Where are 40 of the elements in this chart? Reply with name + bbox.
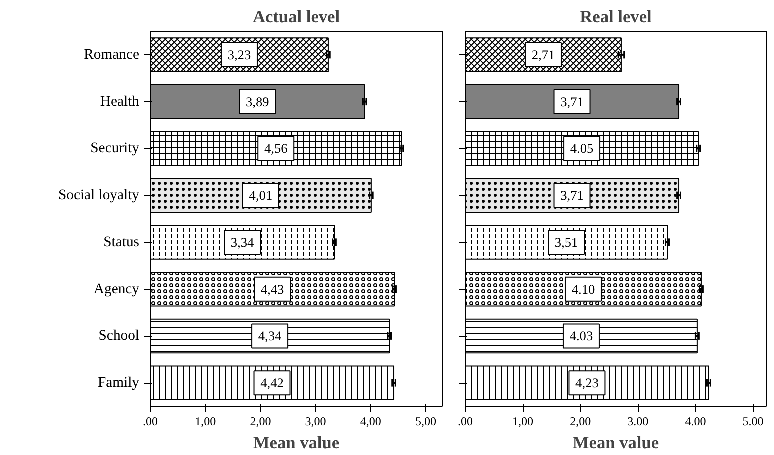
data-label: 3,51 bbox=[554, 234, 578, 250]
x-axis-title: Mean value bbox=[572, 434, 660, 452]
y-tick-label: Agency bbox=[94, 281, 140, 298]
data-label: 4,23 bbox=[576, 376, 600, 391]
chart-title: Real level bbox=[580, 8, 652, 26]
x-tick-label: 5,00 bbox=[415, 414, 436, 428]
x-tick-label: 3.00 bbox=[628, 414, 649, 428]
data-label: 3,71 bbox=[560, 188, 584, 204]
data-label: 2,71 bbox=[532, 47, 556, 62]
data-label: 3,34 bbox=[230, 234, 255, 250]
data-label: 4.05 bbox=[570, 141, 594, 156]
y-tick-label: Health bbox=[100, 94, 140, 110]
x-tick-label: 1,00 bbox=[195, 414, 216, 428]
y-tick-label: Family bbox=[98, 375, 140, 392]
y-tick-label: Romance bbox=[84, 46, 140, 63]
data-label: 3,23 bbox=[228, 47, 252, 62]
data-label: 4,42 bbox=[260, 376, 284, 391]
data-label: 3,89 bbox=[246, 94, 270, 110]
y-tick-label: Social loyalty bbox=[58, 188, 140, 204]
x-tick-label: 2,00 bbox=[570, 414, 592, 428]
y-tick-label: Security bbox=[90, 140, 140, 157]
x-tick-label: .00 bbox=[458, 414, 473, 428]
data-label: 4.03 bbox=[570, 328, 594, 344]
y-tick-label: Status bbox=[104, 234, 140, 250]
x-tick-label: 4.00 bbox=[685, 414, 706, 428]
data-label: 4.10 bbox=[572, 282, 596, 297]
x-tick-label: 2,00 bbox=[250, 414, 272, 428]
data-label: 4,01 bbox=[249, 188, 273, 204]
data-label: 4,34 bbox=[258, 328, 282, 344]
x-tick-label: 5.00 bbox=[742, 414, 764, 428]
x-tick-label: 3,00 bbox=[305, 414, 326, 428]
data-label: 4,43 bbox=[260, 282, 285, 297]
x-tick-label: .00 bbox=[143, 414, 158, 428]
data-label: 4,56 bbox=[264, 141, 288, 156]
x-tick-label: 1,00 bbox=[512, 414, 534, 428]
chart-title: Actual level bbox=[252, 8, 340, 26]
y-tick-label: School bbox=[98, 328, 140, 344]
x-tick-label: 4,00 bbox=[360, 414, 382, 428]
x-axis-title: Mean value bbox=[253, 434, 340, 452]
data-label: 3,71 bbox=[560, 94, 584, 110]
